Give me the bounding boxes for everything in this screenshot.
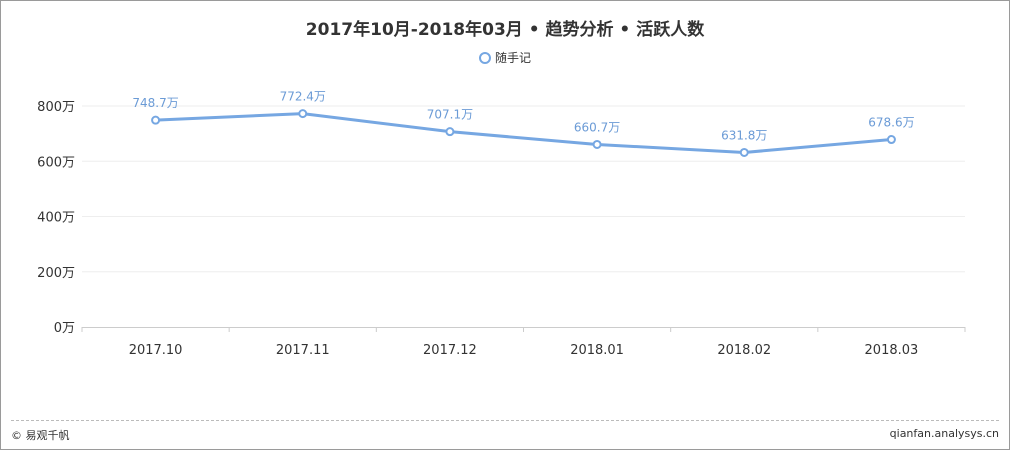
y-tick-labels: 0万 200万 400万 600万 800万 xyxy=(37,100,75,336)
x-tick-label: 2017.10 xyxy=(129,343,183,358)
data-point xyxy=(592,139,602,149)
data-label: 660.7万 xyxy=(574,120,620,134)
x-tick-label: 2018.03 xyxy=(865,343,919,358)
axes xyxy=(81,327,966,332)
data-label: 678.6万 xyxy=(868,116,914,130)
x-tick-label: 2018.02 xyxy=(717,343,771,358)
footer-copyright: © 易观千帆 xyxy=(11,429,70,442)
chart-legend[interactable]: 随手记 xyxy=(1,49,1009,66)
footer-url[interactable]: qianfan.analysys.cn xyxy=(889,427,999,440)
x-tick-label: 2017.11 xyxy=(276,343,330,358)
data-label: 707.1万 xyxy=(427,108,473,122)
data-point xyxy=(298,109,308,119)
series-path xyxy=(155,112,892,154)
data-point xyxy=(151,115,161,125)
data-point xyxy=(445,127,455,137)
data-label: 748.7万 xyxy=(132,96,178,110)
x-tick-label: 2018.01 xyxy=(570,343,624,358)
legend-label: 随手记 xyxy=(494,51,531,65)
data-label: 631.8万 xyxy=(721,128,767,142)
footer-divider xyxy=(11,420,999,421)
series-line xyxy=(155,112,892,154)
y-tick-label: 0万 xyxy=(54,321,75,336)
data-label: 772.4万 xyxy=(280,90,326,104)
data-point xyxy=(739,147,749,157)
data-labels: 748.7万 772.4万 707.1万 660.7万 631.8万 678.6万 xyxy=(132,90,914,143)
y-tick-label: 800万 xyxy=(37,100,75,115)
y-tick-label: 200万 xyxy=(37,266,75,281)
y-tick-label: 400万 xyxy=(37,211,75,226)
x-tick-labels: 2017.10 2017.11 2017.12 2018.01 2018.02 2018.… xyxy=(129,343,919,358)
data-points xyxy=(151,109,896,157)
y-tick-label: 600万 xyxy=(37,155,75,170)
data-point xyxy=(886,135,896,145)
chart-title: 2017年10月-2018年03月 • 趋势分析 • 活跃人数 xyxy=(305,20,705,40)
grid-lines xyxy=(82,105,965,273)
x-tick-label: 2017.12 xyxy=(423,343,477,358)
legend-circle-icon xyxy=(478,52,491,64)
